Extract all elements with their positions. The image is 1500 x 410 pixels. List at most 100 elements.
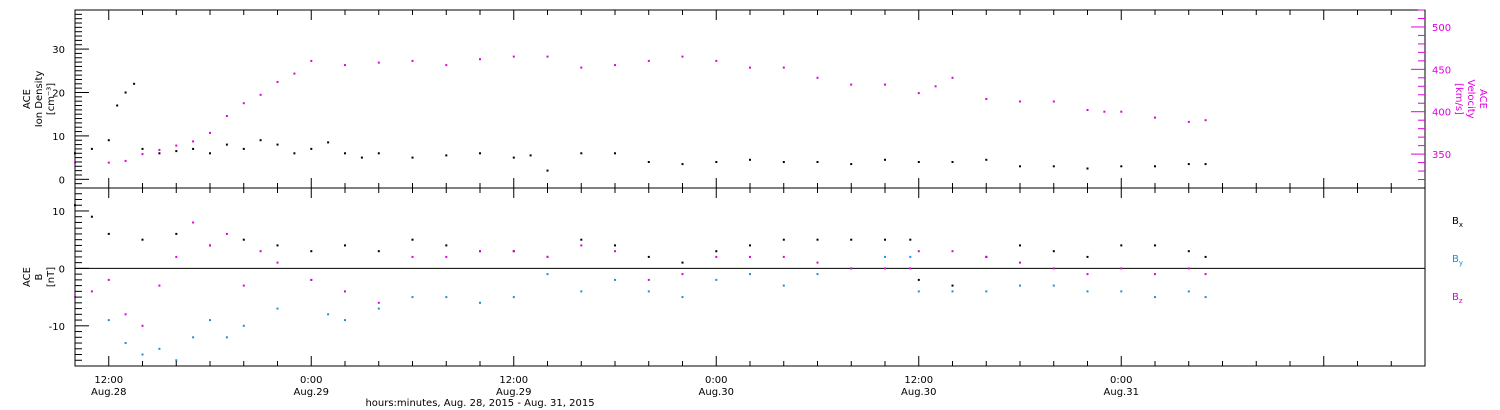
- top-density-series-0-point: [242, 147, 245, 150]
- bottom-bx-point: [715, 250, 718, 253]
- top-density-series-0-point: [225, 143, 228, 146]
- bottom-bx-point: [1187, 250, 1190, 253]
- bottom-bx-point: [749, 244, 751, 247]
- legend-bz-sub: z: [1459, 297, 1463, 305]
- x-tick-time-label: 0:00: [300, 375, 322, 386]
- bottom-by-point: [647, 290, 650, 293]
- x-tick-day-label: Aug.30: [699, 387, 734, 398]
- bottom-by-point: [377, 307, 380, 310]
- top-density-series-0-point: [259, 139, 262, 142]
- top-velocity-series-0-point: [259, 93, 262, 96]
- bottom-by-point: [411, 296, 414, 299]
- top-velocity-series-0-point: [310, 59, 313, 62]
- bottom-by-point: [1154, 296, 1156, 299]
- bottom-by-point: [614, 278, 616, 281]
- bottom-bz-point: [850, 267, 853, 270]
- top-density-series-0-point: [1052, 165, 1055, 168]
- top-velocity-series-0-point: [850, 83, 853, 86]
- bottom-bx-point: [1120, 244, 1123, 247]
- bottom-bx-point: [1154, 244, 1156, 247]
- top-left-tick-label: 0: [59, 175, 65, 186]
- bottom-bx-point: [1204, 255, 1207, 258]
- top-left-tick-label: 20: [52, 88, 65, 99]
- top-velocity-series-0-point: [614, 64, 616, 67]
- bottom-bz-point: [951, 250, 954, 253]
- top-velocity-series-0-point: [1154, 116, 1156, 119]
- top-velocity-series-0-point: [782, 66, 785, 69]
- top-velocity-series-0-point: [293, 72, 296, 75]
- bottom-bx-point: [681, 261, 684, 264]
- top-left-tick-label: 30: [52, 45, 65, 56]
- top-right-ylabel-line1: ACE: [1477, 89, 1488, 109]
- top-velocity-series-0-point: [580, 66, 583, 69]
- bottom-bz-point: [909, 267, 912, 270]
- top-panel: 0 10 20 30 350 400 450 500 ACE Ion Density [cm…: [22, 9, 1488, 189]
- bottom-by-point: [512, 296, 515, 299]
- bottom-bz-point: [411, 255, 414, 258]
- top-velocity-series-0-point: [884, 83, 886, 86]
- top-density-series-0-point: [479, 152, 481, 155]
- top-density-series-0-point: [681, 163, 684, 166]
- top-density-series-0-point: [816, 161, 819, 163]
- bottom-bz-point: [1120, 267, 1123, 270]
- top-velocity-series-0-point: [681, 55, 684, 58]
- bottom-bx-point: [90, 215, 93, 218]
- bottom-bz-point: [158, 284, 161, 287]
- top-panel-frame: [74, 9, 1426, 189]
- legend-bx-sub: x: [1459, 221, 1463, 229]
- top-velocity-series-0-point: [124, 159, 127, 162]
- top-velocity-series-0-point: [647, 59, 650, 62]
- top-density-series-0-point: [529, 154, 532, 157]
- bottom-bx-point: [377, 250, 380, 253]
- bottom-by-point: [816, 273, 819, 276]
- bottom-by-point: [909, 255, 912, 258]
- x-tick-day-label: Aug.29: [496, 387, 531, 398]
- bottom-bz-point: [242, 284, 245, 287]
- bottom-bz-point: [681, 273, 684, 276]
- bottom-by-point: [276, 307, 279, 310]
- top-velocity-series-0-point: [985, 98, 988, 100]
- bottom-bx-point: [242, 238, 245, 241]
- bottom-bz-point: [1187, 267, 1190, 270]
- bottom-bx-point: [850, 238, 853, 241]
- top-right-tick-label: 450: [1432, 65, 1451, 76]
- top-velocity-series-0-point: [192, 140, 195, 143]
- bottom-bz-point: [141, 324, 144, 327]
- top-velocity-series-0-point: [512, 55, 515, 58]
- bottom-bx-point: [782, 238, 785, 241]
- x-tick-day-label: Aug.28: [91, 387, 126, 398]
- top-density-series-0-point: [107, 139, 110, 142]
- bottom-by-point: [479, 301, 481, 304]
- bottom-bz-point: [647, 278, 650, 281]
- bottom-bx-point: [614, 244, 616, 247]
- top-density-series-0-point: [124, 91, 127, 94]
- top-right-tick-label: 400: [1432, 108, 1451, 119]
- top-density-series-0-point: [344, 152, 346, 155]
- bottom-by-point: [951, 290, 954, 293]
- top-velocity-series-0-point: [141, 153, 144, 156]
- bottom-left-ylabel-line2: B: [34, 273, 45, 280]
- legend-bx: Bx: [1452, 216, 1463, 229]
- top-velocity-series-0-point: [1187, 120, 1190, 123]
- bottom-by-point: [1187, 290, 1190, 293]
- top-density-series-0-point: [715, 161, 718, 163]
- bottom-bz-point: [917, 250, 920, 253]
- bottom-by-point: [107, 319, 110, 322]
- bottom-bz-point: [512, 250, 515, 253]
- bottom-bz-point: [276, 261, 279, 264]
- bottom-bz-point: [985, 255, 988, 258]
- bottom-by-point: [344, 319, 346, 322]
- x-tick-day-label: Aug.30: [901, 387, 936, 398]
- bottom-bx-point: [1086, 255, 1089, 258]
- bottom-bx-point: [107, 232, 110, 235]
- x-tick-time-label: 0:00: [705, 375, 727, 386]
- top-left-ylabel-line3: [cm⁻³]: [46, 83, 57, 115]
- bottom-bz-point: [1204, 273, 1207, 276]
- bottom-bz-point: [479, 250, 481, 253]
- top-density-series-0-point: [1019, 165, 1021, 168]
- bottom-bz-point: [1052, 267, 1055, 270]
- bottom-bx-point: [411, 238, 414, 241]
- bottom-by-point: [242, 324, 245, 327]
- bottom-bx-point: [884, 238, 886, 241]
- bottom-panel: -10 0 10 ACE B [nT] Bx By Bz: [22, 187, 1463, 367]
